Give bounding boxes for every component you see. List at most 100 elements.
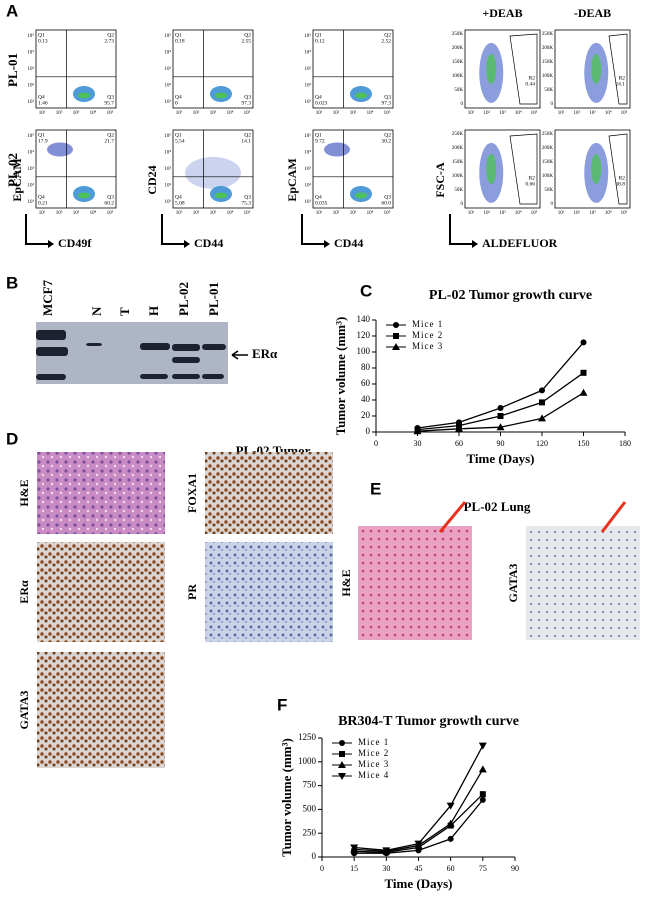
y-tick-label: 10¹ (28, 199, 35, 205)
histology-image (37, 542, 165, 642)
gate-name: R2 (529, 75, 536, 81)
marker (447, 835, 454, 842)
cell-core (591, 54, 602, 84)
quadrant-name: Q2 (244, 132, 251, 138)
x-tick-label: 10³ (350, 210, 357, 216)
y-axis-label: CD24 (145, 165, 159, 194)
x-tick-label: 10⁵ (107, 110, 114, 116)
arrow-head (184, 240, 190, 248)
x-tick-label: 10³ (73, 110, 80, 116)
quadrant-name: Q3 (244, 94, 251, 100)
marker (455, 424, 463, 432)
x-tick-label: 10⁵ (621, 210, 628, 216)
y-tick-label: 10³ (305, 66, 312, 72)
y-tick-label: 0 (366, 426, 371, 436)
gate (608, 33, 628, 105)
y-tick-label: 1250 (298, 732, 317, 742)
legend-marker (339, 751, 345, 757)
y-axis-label: Tumor volume (mm³) (279, 738, 294, 857)
x-tick-label: 10² (193, 110, 200, 116)
quadrant-value: 97.3 (381, 100, 391, 106)
legend-marker (392, 343, 400, 350)
y-tick-label: 150K (542, 60, 554, 65)
lane-label: PL-02 (176, 282, 191, 316)
x-tick-label: 10² (333, 210, 340, 216)
quadrant-value: 75.3 (241, 200, 251, 206)
quadrant-value: 30.2 (381, 138, 391, 144)
quadrant-value: 2.52 (381, 38, 391, 44)
lane-label: PL-01 (206, 282, 221, 316)
quadrant-name: Q1 (315, 132, 322, 138)
marker (496, 423, 505, 431)
y-tick-label: 10⁵ (304, 133, 311, 139)
y-tick-label: 10³ (28, 166, 35, 172)
condition-label: +DEAB (482, 6, 522, 20)
y-tick-label: 0 (461, 102, 464, 107)
y-tick-label: 120 (357, 330, 371, 340)
quadrant-name: Q2 (384, 32, 391, 38)
stain-label: GATA3 (17, 691, 31, 730)
quadrant-value: 60.0 (381, 200, 391, 206)
marker (446, 802, 455, 810)
quadrant-name: Q3 (107, 94, 114, 100)
axis-arrow (301, 214, 324, 245)
quadrant-name: Q1 (38, 32, 45, 38)
band (172, 374, 200, 379)
y-axis-label: EpCAM (285, 158, 299, 201)
pointer-arrow (438, 501, 467, 533)
x-tick-label: 10³ (350, 110, 357, 116)
x-tick-label: 10⁵ (384, 110, 391, 116)
y-tick-label: 10² (305, 183, 312, 189)
x-tick-label: 10⁵ (244, 210, 251, 216)
lane-label: MCF7 (40, 279, 55, 316)
quadrant-name: Q4 (315, 194, 322, 200)
x-tick-label: 10⁴ (367, 210, 374, 216)
gate-value: 0.66 (525, 181, 535, 187)
x-tick-label: 120 (536, 439, 548, 448)
quadrant-value: 2.73 (104, 38, 114, 44)
x-axis-label: CD44 (334, 236, 363, 250)
y-tick-label: 20 (361, 410, 371, 420)
stain-label: FOXA1 (185, 473, 199, 513)
y-tick-label: 10⁴ (27, 50, 34, 56)
x-tick-label: 30 (382, 864, 390, 873)
quadrant-value: 60.2 (104, 200, 114, 206)
quadrant-name: Q4 (38, 94, 45, 100)
x-tick-label: 10³ (499, 210, 506, 216)
y-axis-label: FSC-A (433, 162, 447, 198)
gate-value: 24.1 (615, 81, 625, 87)
y-tick-label: 140 (357, 314, 371, 324)
y-tick-label: 10⁵ (27, 33, 34, 39)
y-tick-label: 150K (452, 160, 464, 165)
quadrant-value: 17.9 (38, 138, 48, 144)
y-tick-label: 200K (452, 146, 464, 151)
marker (479, 791, 486, 798)
quadrant-name: Q4 (38, 194, 45, 200)
x-tick-label: 10¹ (39, 110, 46, 116)
histology-image (205, 452, 333, 534)
y-tick-label: 10³ (28, 66, 35, 72)
cell-core (486, 54, 497, 84)
legend-label: Mice 2 (358, 748, 389, 758)
marker (539, 387, 545, 394)
x-tick-label: 10¹ (176, 210, 183, 216)
quadrant-value: 95.7 (104, 100, 114, 106)
band (36, 374, 66, 380)
x-tick-label: 10⁵ (107, 210, 114, 216)
quadrant-name: Q1 (315, 32, 322, 38)
marker (580, 339, 587, 346)
x-tick-label: 10⁴ (605, 210, 612, 216)
lane-label: N (89, 306, 104, 316)
quadrant-value: 9.72 (315, 138, 325, 144)
marker (414, 840, 423, 848)
histology-image (205, 542, 333, 642)
condition-label: -DEAB (574, 6, 611, 20)
x-tick-label: 15 (350, 864, 358, 873)
x-tick-label: 10¹ (39, 210, 46, 216)
quadrant-name: Q4 (315, 94, 322, 100)
x-tick-label: 10³ (73, 210, 80, 216)
histology-image (358, 526, 472, 640)
cell-core (591, 154, 602, 184)
y-tick-label: 200K (542, 46, 554, 51)
lane-label: T (117, 307, 132, 316)
